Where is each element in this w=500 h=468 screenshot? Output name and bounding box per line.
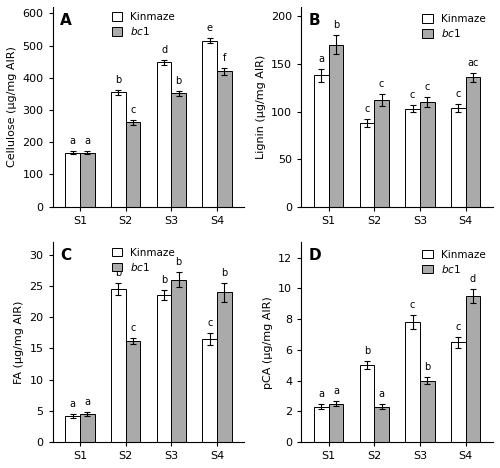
Bar — [157, 62, 172, 207]
Text: a: a — [318, 54, 324, 64]
Text: c: c — [424, 82, 430, 92]
Text: d: d — [161, 45, 167, 55]
Text: c: c — [379, 80, 384, 89]
Text: D: D — [309, 249, 322, 263]
Text: b: b — [116, 75, 121, 85]
Bar — [66, 416, 80, 442]
Text: a: a — [84, 397, 90, 407]
Bar — [420, 380, 434, 442]
Bar — [202, 339, 217, 442]
Bar — [466, 296, 480, 442]
Bar — [314, 407, 328, 442]
Text: ac: ac — [468, 58, 478, 67]
Bar — [360, 365, 374, 442]
Text: e: e — [206, 23, 212, 33]
Bar — [451, 108, 466, 207]
Bar — [217, 292, 232, 442]
Bar — [217, 71, 232, 207]
Text: c: c — [410, 90, 416, 100]
Y-axis label: Cellulose (μg/mg AIR): Cellulose (μg/mg AIR) — [7, 46, 17, 167]
Bar — [111, 92, 126, 207]
Text: a: a — [378, 389, 384, 399]
Bar — [360, 123, 374, 207]
Bar — [111, 289, 126, 442]
Text: b: b — [221, 268, 228, 278]
Y-axis label: Lignin (μg/mg AIR): Lignin (μg/mg AIR) — [256, 55, 266, 159]
Text: a: a — [70, 399, 75, 409]
Bar — [406, 322, 420, 442]
Text: a: a — [84, 136, 90, 146]
Bar — [328, 45, 344, 207]
Bar — [466, 77, 480, 207]
Text: A: A — [60, 13, 72, 28]
Text: a: a — [333, 386, 339, 396]
Bar — [451, 342, 466, 442]
Bar — [374, 407, 389, 442]
Bar — [374, 100, 389, 207]
Text: a: a — [70, 136, 75, 146]
Bar — [80, 414, 94, 442]
Text: c: c — [364, 104, 370, 114]
Y-axis label: FA (μg/mg AIR): FA (μg/mg AIR) — [14, 300, 24, 384]
Text: c: c — [130, 105, 136, 115]
Text: b: b — [176, 257, 182, 267]
Text: b: b — [364, 346, 370, 357]
Bar — [420, 102, 434, 207]
Text: a: a — [318, 389, 324, 399]
Bar — [328, 403, 344, 442]
Y-axis label: pCA (μg/mg AIR): pCA (μg/mg AIR) — [262, 296, 272, 388]
Bar — [172, 280, 186, 442]
Text: b: b — [333, 21, 339, 30]
Legend: Kinmaze, $bc1$: Kinmaze, $bc1$ — [112, 12, 175, 37]
Bar — [172, 93, 186, 207]
Legend: Kinmaze, $bc1$: Kinmaze, $bc1$ — [420, 12, 488, 42]
Bar — [406, 109, 420, 207]
Legend: Kinmaze, $bc1$: Kinmaze, $bc1$ — [112, 248, 175, 273]
Legend: Kinmaze, $bc1$: Kinmaze, $bc1$ — [420, 248, 488, 277]
Text: d: d — [470, 274, 476, 284]
Text: b: b — [116, 268, 121, 278]
Bar — [126, 341, 140, 442]
Text: c: c — [207, 318, 212, 328]
Bar — [80, 153, 94, 207]
Text: c: c — [456, 89, 461, 99]
Text: f: f — [222, 53, 226, 63]
Text: c: c — [130, 323, 136, 333]
Bar — [314, 75, 328, 207]
Text: C: C — [60, 249, 72, 263]
Text: b: b — [424, 362, 430, 372]
Text: c: c — [456, 322, 461, 332]
Bar — [66, 153, 80, 207]
Text: B: B — [309, 13, 320, 28]
Bar — [157, 295, 172, 442]
Text: b: b — [161, 275, 167, 285]
Bar — [126, 122, 140, 207]
Text: b: b — [176, 76, 182, 86]
Bar — [202, 41, 217, 207]
Text: c: c — [410, 300, 416, 310]
